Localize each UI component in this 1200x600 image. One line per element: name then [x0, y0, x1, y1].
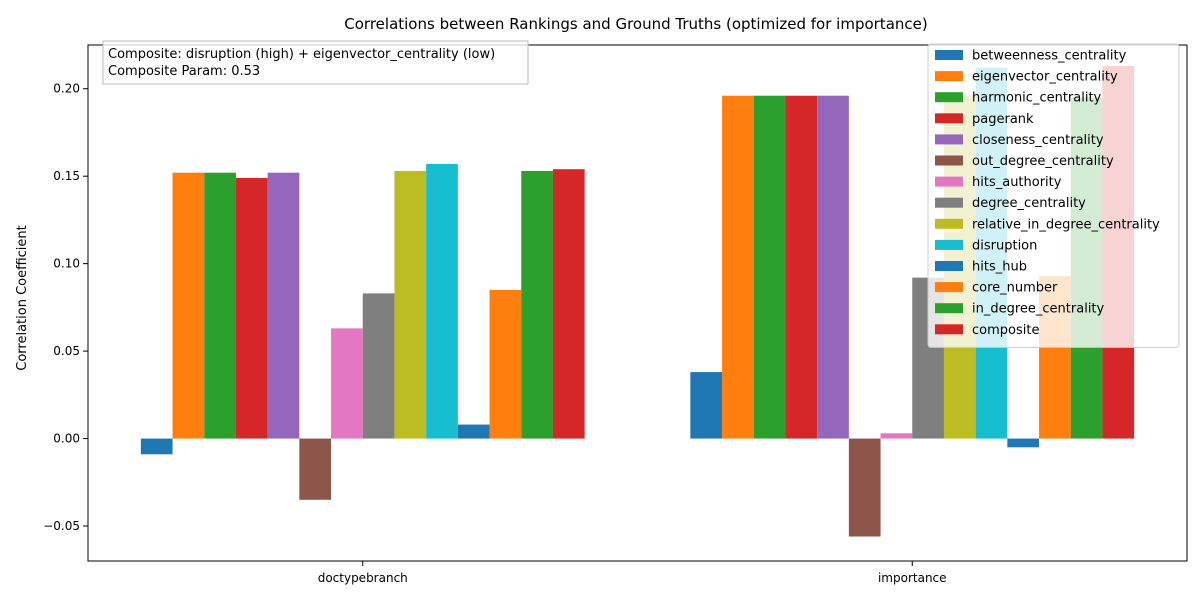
y-tick-label: 0.15 — [53, 169, 80, 183]
legend-swatch-degree_centrality — [935, 197, 963, 208]
legend-swatch-harmonic_centrality — [935, 92, 963, 103]
legend-label-degree_centrality: degree_centrality — [972, 196, 1086, 211]
bar-relative_in_degree_centrality-doctypebranch — [394, 170, 427, 439]
bar-hits_hub-importance — [1007, 438, 1040, 448]
bar-closeness_centrality-doctypebranch — [267, 172, 300, 439]
y-tick-label: 0.05 — [53, 344, 80, 358]
legend-swatch-disruption — [935, 239, 963, 250]
legend-label-relative_in_degree_centrality: relative_in_degree_centrality — [972, 217, 1160, 232]
bar-harmonic_centrality-importance — [753, 95, 786, 439]
legend-swatch-composite — [935, 324, 963, 335]
bar-hits_authority-importance — [880, 433, 913, 439]
x-tick-label: doctypebranch — [318, 571, 408, 585]
legend-swatch-pagerank — [935, 113, 963, 124]
legend-swatch-hits_authority — [935, 176, 963, 187]
bar-eigenvector_centrality-importance — [722, 95, 754, 439]
bar-out_degree_centrality-importance — [848, 438, 881, 537]
legend-swatch-closeness_centrality — [935, 134, 963, 145]
legend-swatch-betweenness_centrality — [935, 50, 963, 60]
legend-label-harmonic_centrality: harmonic_centrality — [972, 91, 1102, 106]
legend-label-in_degree_centrality: in_degree_centrality — [972, 302, 1105, 317]
bar-closeness_centrality-importance — [817, 95, 849, 439]
legend: betweenness_centrality eigenvector_centra… — [927, 43, 1180, 348]
annotation-box: Composite: disruption (high) + eigenvect… — [102, 40, 529, 85]
bar-pagerank-importance — [785, 95, 818, 439]
legend-label-disruption: disruption — [972, 238, 1037, 253]
legend-swatch-core_number — [935, 282, 963, 293]
bar-out_degree_centrality-doctypebranch — [299, 438, 332, 500]
bar-in_degree_centrality-doctypebranch — [521, 170, 553, 439]
bar-betweenness_centrality-importance — [690, 372, 723, 439]
legend-label-hits_authority: hits_authority — [972, 175, 1062, 190]
y-tick-label: 0.20 — [53, 82, 80, 96]
y-tick-label: 0.10 — [53, 257, 80, 271]
legend-swatch-hits_hub — [935, 261, 963, 271]
bar-degree_centrality-doctypebranch — [362, 293, 395, 439]
chart-title: Correlations between Rankings and Ground… — [344, 15, 927, 33]
bar-disruption-doctypebranch — [426, 163, 458, 439]
bar-pagerank-doctypebranch — [235, 177, 268, 439]
x-tick-label: importance — [878, 571, 947, 585]
y-tick-label: 0.00 — [53, 432, 80, 446]
legend-swatch-eigenvector_centrality — [935, 71, 963, 82]
annotation-line-2: Composite Param: 0.53 — [108, 64, 260, 79]
legend-label-eigenvector_centrality: eigenvector_centrality — [972, 70, 1118, 85]
legend-box — [927, 43, 1180, 348]
bar-hits_authority-doctypebranch — [331, 328, 363, 439]
y-axis-label: Correlation Coefficient — [15, 225, 30, 371]
legend-label-composite: composite — [972, 323, 1039, 338]
y-tick-label: −0.05 — [43, 519, 80, 533]
legend-swatch-out_degree_centrality — [935, 155, 963, 166]
legend-label-betweenness_centrality: betweenness_centrality — [972, 49, 1127, 64]
legend-label-closeness_centrality: closeness_centrality — [972, 133, 1104, 148]
bar-hits_hub-doctypebranch — [457, 424, 490, 439]
legend-swatch-relative_in_degree_centrality — [935, 218, 963, 229]
bar-eigenvector_centrality-doctypebranch — [172, 172, 205, 439]
legend-label-out_degree_centrality: out_degree_centrality — [972, 154, 1114, 169]
legend-label-hits_hub: hits_hub — [972, 260, 1027, 275]
legend-label-core_number: core_number — [972, 281, 1058, 296]
bar-betweenness_centrality-doctypebranch — [140, 438, 173, 455]
bar-core_number-doctypebranch — [489, 289, 522, 439]
axes-frame — [87, 44, 1188, 562]
annotation-line-1: Composite: disruption (high) + eigenvect… — [108, 47, 495, 62]
bar-composite-doctypebranch — [552, 169, 585, 439]
legend-label-pagerank: pagerank — [972, 112, 1034, 127]
bar-harmonic_centrality-doctypebranch — [204, 172, 236, 439]
legend-swatch-in_degree_centrality — [935, 303, 963, 314]
